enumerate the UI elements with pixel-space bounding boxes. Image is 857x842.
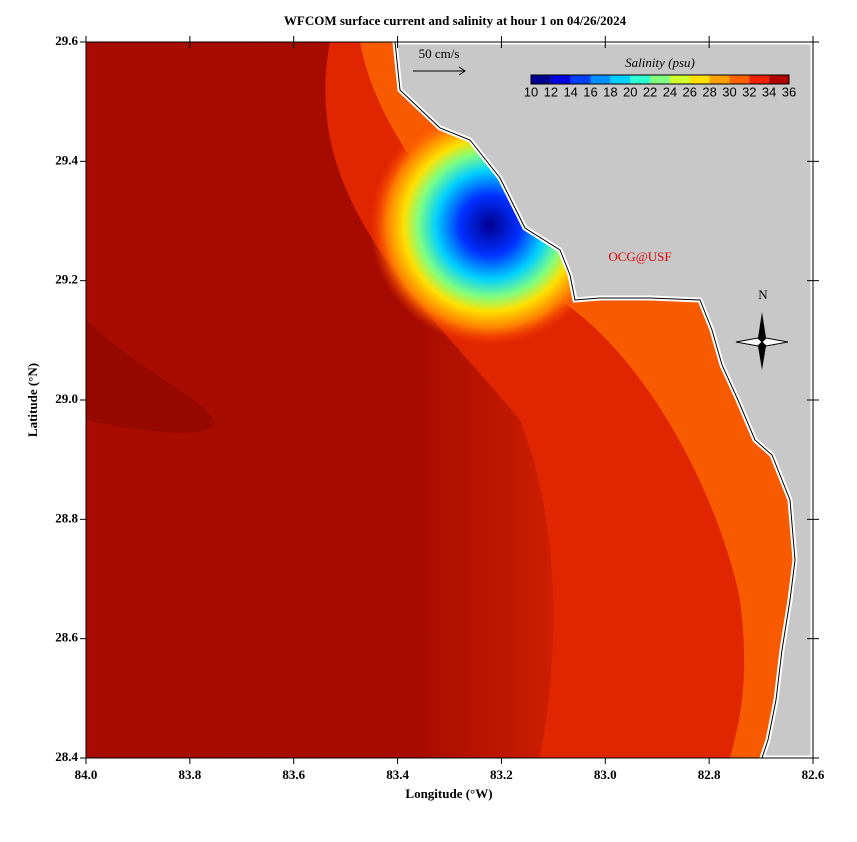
colorbar-tick-label: 12 — [544, 84, 558, 99]
y-axis-label: Latitude (°N) — [25, 363, 40, 437]
chart-title: WFCOM surface current and salinity at ho… — [284, 13, 627, 28]
colorbar-tick-label: 18 — [603, 84, 617, 99]
colorbar-segment — [610, 75, 631, 84]
colorbar-segment — [590, 75, 611, 84]
coastline — [394, 42, 796, 758]
y-tick-label: 29.0 — [55, 391, 78, 406]
y-tick-label: 28.8 — [55, 510, 78, 525]
colorbar-segment — [709, 75, 730, 84]
colorbar-tick-label: 32 — [742, 84, 756, 99]
y-tick-label: 28.6 — [55, 630, 78, 645]
high-salinity — [86, 320, 215, 433]
y-tick-label: 29.4 — [55, 152, 78, 167]
x-axis-label: Longitude (°W) — [405, 786, 492, 801]
y-tick-label: 29.2 — [55, 272, 78, 287]
colorbar-segment — [550, 75, 571, 84]
x-tick-label: 83.0 — [594, 767, 617, 782]
scale-label: 50 cm/s — [419, 46, 460, 61]
x-tick-label: 83.2 — [490, 767, 513, 782]
colorbar-segment — [630, 75, 651, 84]
colorbar-title: Salinity (psu) — [625, 55, 695, 70]
x-tick-label: 82.8 — [698, 767, 721, 782]
colorbar-tick-label: 28 — [702, 84, 716, 99]
colorbar-segment — [769, 75, 789, 84]
colorbar-tick-label: 14 — [563, 84, 577, 99]
colorbar-tick-label: 36 — [782, 84, 796, 99]
scale-arrow-head — [458, 66, 466, 76]
x-tick-label: 82.6 — [802, 767, 825, 782]
colorbar-tick-label: 24 — [663, 84, 677, 99]
colorbar-segment — [749, 75, 770, 84]
colorbar-tick-label: 16 — [583, 84, 597, 99]
colorbar-tick-label: 30 — [722, 84, 736, 99]
x-tick-label: 83.4 — [386, 767, 409, 782]
x-tick-label: 83.6 — [282, 767, 305, 782]
colorbar-segment — [650, 75, 670, 84]
colorbar-tick-label: 10 — [524, 84, 538, 99]
x-tick-label: 83.8 — [178, 767, 201, 782]
compass — [735, 312, 789, 370]
y-tick-label: 28.4 — [55, 749, 78, 764]
x-tick-label: 84.0 — [75, 767, 98, 782]
y-tick-label: 29.6 — [55, 33, 78, 48]
colorbar-tick-label: 26 — [683, 84, 697, 99]
colorbar-tick-label: 22 — [643, 84, 657, 99]
colorbar-segment — [531, 75, 551, 84]
map-field — [86, 42, 813, 758]
colorbar-segment — [669, 75, 690, 84]
colorbar-segment — [729, 75, 750, 84]
colorbar-tick-label: 34 — [762, 84, 776, 99]
credit: OCG@USF — [608, 249, 671, 264]
colorbar-segment — [570, 75, 591, 84]
colorbar-frame — [530, 74, 790, 85]
colorbar-tick-label: 20 — [623, 84, 637, 99]
colorbar-segment — [689, 75, 710, 84]
north-label: N — [758, 287, 768, 302]
